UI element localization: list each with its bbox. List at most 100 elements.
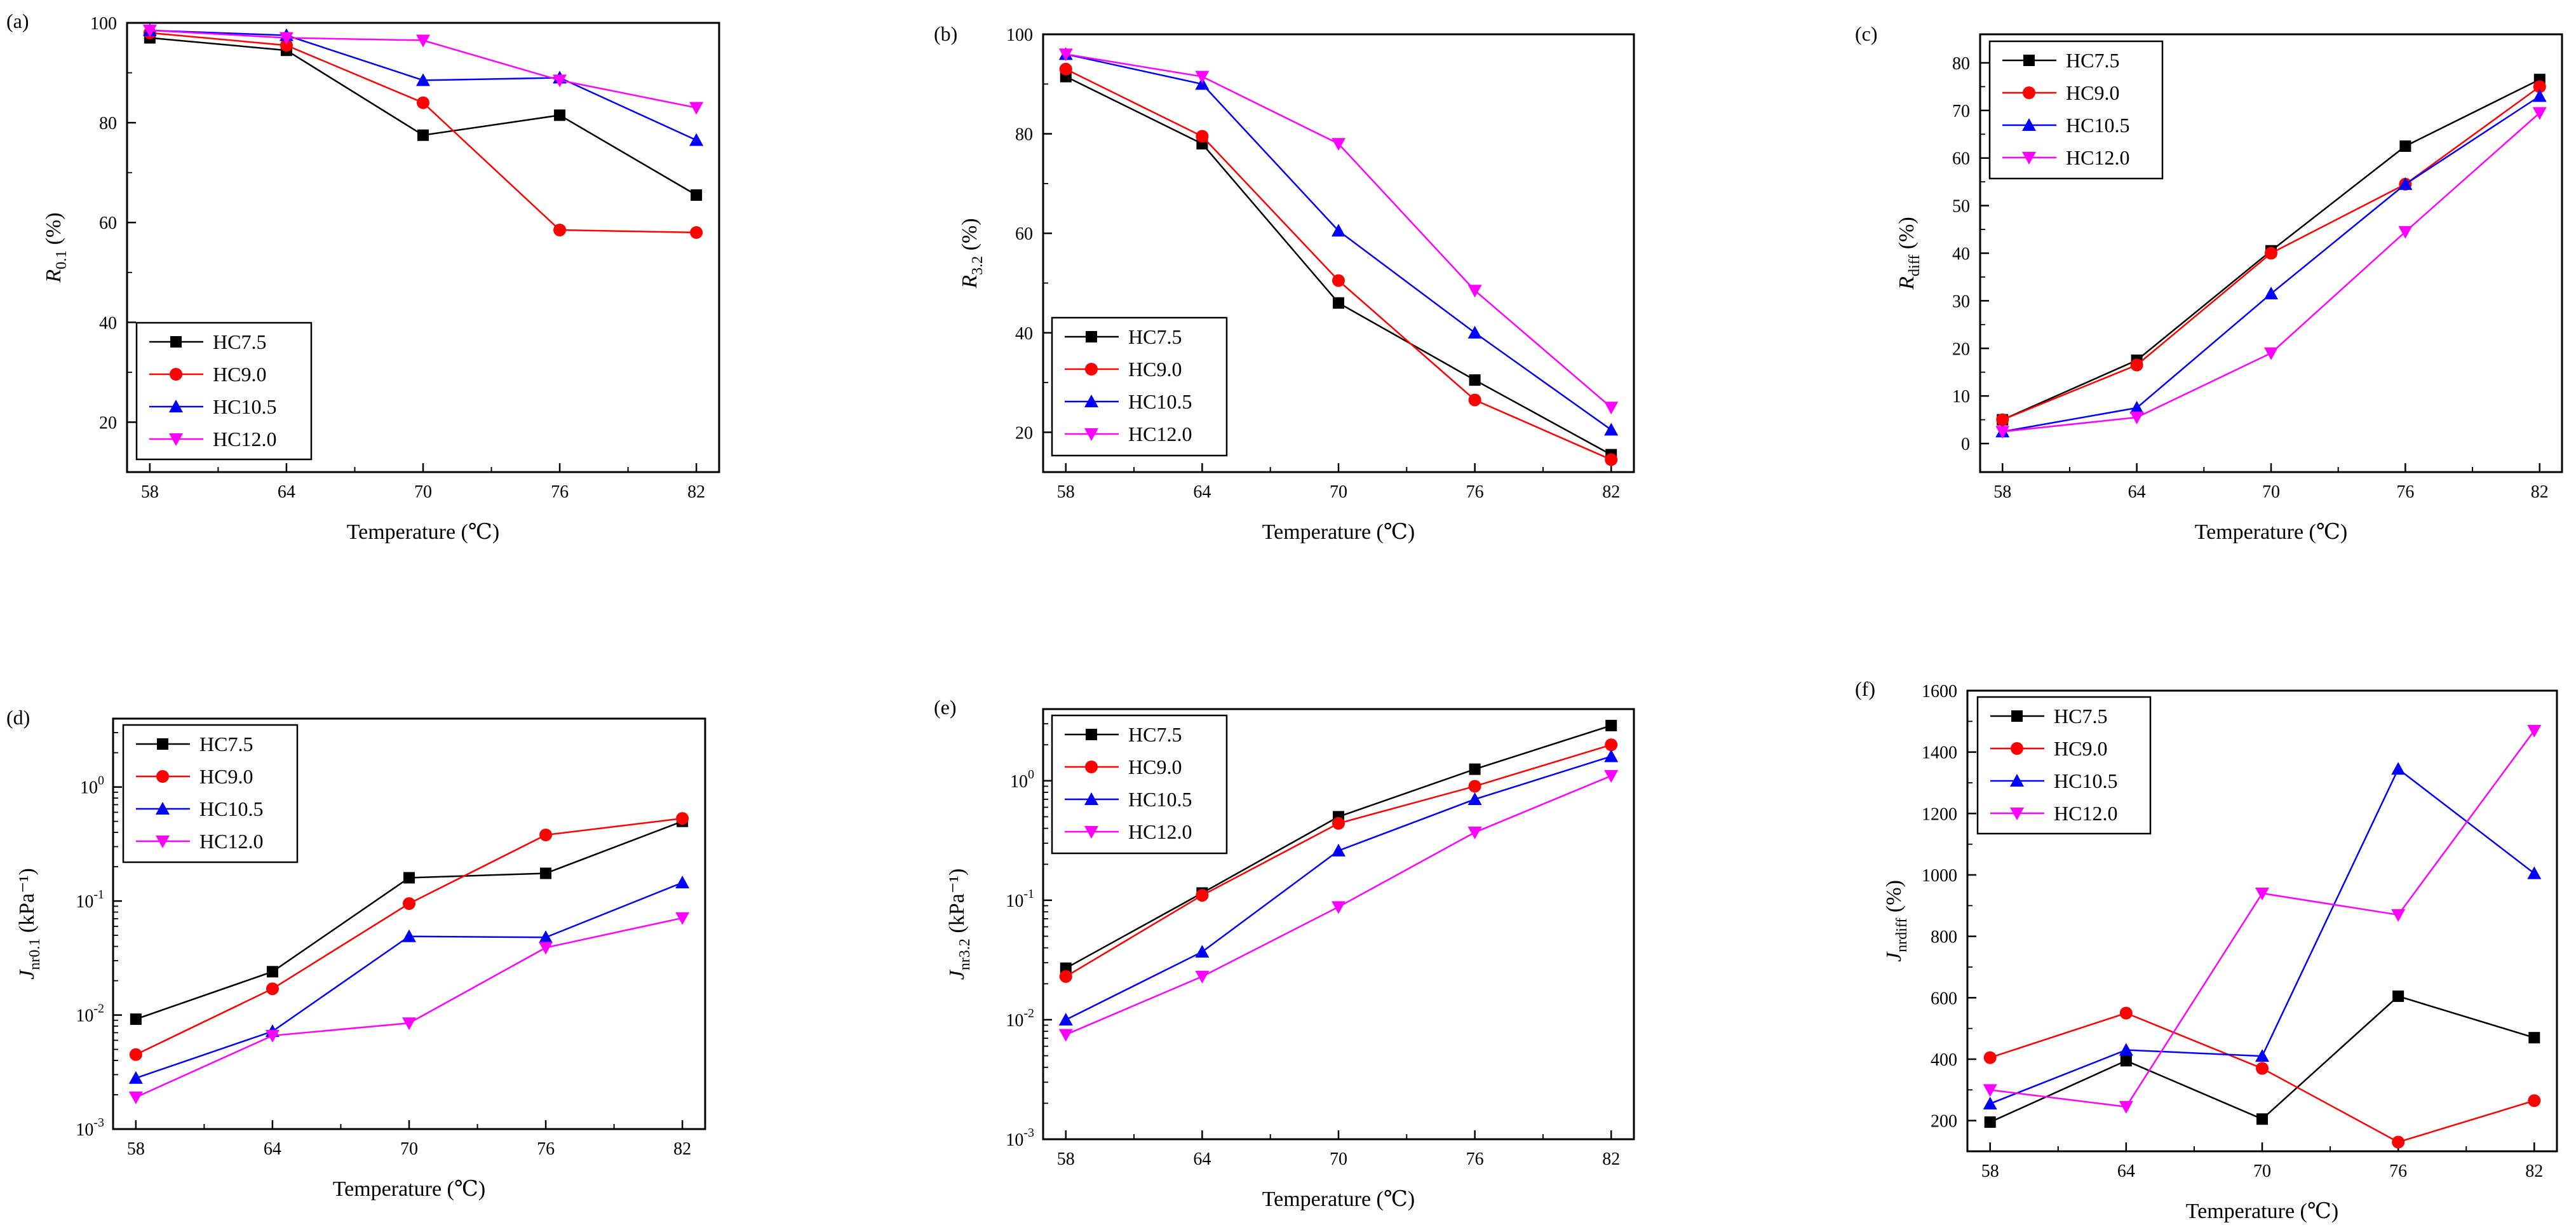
y-tick-label: 30 bbox=[1952, 292, 1970, 311]
data-point bbox=[2119, 1006, 2133, 1020]
data-point bbox=[2129, 411, 2144, 424]
legend-label: HC9.0 bbox=[2066, 81, 2119, 104]
data-point bbox=[1984, 1116, 1996, 1128]
data-point bbox=[142, 24, 157, 37]
panel-label: (e) bbox=[934, 696, 957, 719]
series-hc10-5 bbox=[1983, 762, 2542, 1110]
y-tick-label: 60 bbox=[1952, 149, 1970, 169]
legend-marker bbox=[2023, 86, 2035, 99]
x-tick-label: 58 bbox=[1981, 1161, 1999, 1181]
legend-label: HC12.0 bbox=[1128, 820, 1192, 843]
legend-marker bbox=[1085, 761, 1098, 773]
legend-box bbox=[1051, 316, 1228, 457]
legend-marker bbox=[2022, 118, 2036, 131]
data-point bbox=[553, 74, 567, 88]
y-tick-label: 1200 bbox=[1922, 804, 1957, 824]
data-point bbox=[1604, 423, 1619, 436]
legend-marker bbox=[169, 400, 183, 412]
y-tick-label: 0 bbox=[1961, 435, 1970, 454]
x-tick-label: 70 bbox=[1330, 482, 1347, 502]
data-point bbox=[1604, 770, 1619, 783]
x-tick-label: 82 bbox=[1602, 482, 1620, 502]
data-point bbox=[1196, 889, 1209, 902]
x-tick-label: 70 bbox=[2262, 482, 2280, 502]
x-tick-label: 82 bbox=[673, 1139, 691, 1159]
legend-marker bbox=[156, 836, 170, 848]
series-hc9-0 bbox=[129, 812, 689, 1061]
legend-label: HC12.0 bbox=[2054, 802, 2117, 825]
data-point bbox=[1469, 374, 1481, 386]
data-point bbox=[1332, 816, 1345, 830]
data-point bbox=[2129, 400, 2144, 414]
data-point bbox=[266, 982, 279, 996]
data-point bbox=[676, 812, 689, 825]
legend-marker bbox=[157, 738, 168, 750]
data-point bbox=[1995, 426, 2010, 439]
series-hc12-0 bbox=[1058, 770, 1619, 1042]
x-tick-label: 76 bbox=[2396, 482, 2414, 502]
data-point bbox=[2392, 1135, 2405, 1149]
y-axis-label: Rdiff (%) bbox=[1895, 217, 1923, 290]
data-point bbox=[1332, 138, 1345, 151]
legend-marker bbox=[156, 770, 169, 783]
data-point bbox=[2119, 1043, 2133, 1056]
legend-label: HC12.0 bbox=[2066, 146, 2129, 169]
y-tick-label: 10-1 bbox=[76, 888, 104, 912]
data-point bbox=[1196, 130, 1209, 143]
data-point bbox=[1059, 62, 1072, 76]
x-tick-label: 70 bbox=[414, 482, 432, 502]
data-point bbox=[1604, 402, 1619, 415]
legend-label: HC12.0 bbox=[199, 830, 263, 853]
x-tick-label: 82 bbox=[2531, 482, 2549, 502]
y-tick-label: 400 bbox=[1931, 1050, 1957, 1070]
series-hc9-0 bbox=[1983, 1006, 2541, 1149]
data-point bbox=[540, 867, 552, 879]
data-point bbox=[690, 226, 703, 239]
data-point bbox=[539, 829, 553, 842]
x-axis-label: Temperature (℃) bbox=[347, 520, 499, 544]
y-tick-label: 20 bbox=[1015, 423, 1033, 443]
legend-marker bbox=[2011, 742, 2023, 755]
data-point bbox=[1604, 749, 1619, 762]
data-point bbox=[2528, 1032, 2540, 1044]
data-point bbox=[403, 872, 415, 884]
data-point bbox=[675, 912, 690, 925]
y-tick-label: 60 bbox=[99, 213, 117, 233]
legend-box bbox=[1051, 714, 1228, 855]
y-tick-label: 20 bbox=[99, 413, 117, 433]
series-hc12-0 bbox=[1058, 48, 1619, 415]
data-point bbox=[1467, 792, 1482, 805]
panel-d: (d) 58 64 70 76 82 10-3 10-2 10-1 100 Temperature … bbox=[6, 706, 706, 1201]
legend-marker bbox=[2010, 808, 2024, 820]
series-hc7-5 bbox=[130, 815, 689, 1026]
data-point bbox=[416, 73, 430, 86]
legend-box bbox=[1976, 696, 2152, 835]
series-hc9-0 bbox=[1059, 62, 1618, 466]
legend-marker bbox=[2023, 55, 2035, 66]
legend: HC7.5 HC9.0 HC10.5 HC12.0 bbox=[1988, 40, 2164, 180]
y-tick-label: 100 bbox=[1010, 768, 1034, 792]
data-point bbox=[130, 1013, 142, 1026]
data-point bbox=[2130, 358, 2143, 372]
legend-label: HC7.5 bbox=[1128, 723, 1182, 746]
data-point bbox=[128, 1091, 143, 1104]
data-point bbox=[1983, 1051, 1997, 1064]
data-point bbox=[675, 876, 690, 889]
data-point bbox=[417, 96, 429, 109]
y-tick-label: 40 bbox=[1952, 245, 1970, 264]
panel-label: (b) bbox=[934, 22, 957, 45]
x-tick-label: 76 bbox=[551, 482, 569, 502]
x-axis-label: Temperature (℃) bbox=[2186, 1200, 2338, 1223]
x-tick-label: 64 bbox=[1193, 482, 1211, 502]
data-point bbox=[2533, 80, 2546, 93]
legend-box bbox=[122, 724, 299, 863]
panel-e: (e) 58 64 70 76 82 10-3 10-2 10-1 100 Temperature … bbox=[934, 696, 1635, 1211]
series-line bbox=[135, 917, 683, 1099]
data-point bbox=[2392, 990, 2404, 1002]
x-tick-label: 76 bbox=[537, 1139, 555, 1159]
data-point bbox=[1058, 1029, 1073, 1042]
y-tick-label: 10-2 bbox=[1006, 1006, 1034, 1031]
x-axis-label: Temperature (℃) bbox=[333, 1177, 485, 1201]
data-point bbox=[403, 897, 415, 910]
legend-label: HC10.5 bbox=[1128, 390, 1192, 413]
